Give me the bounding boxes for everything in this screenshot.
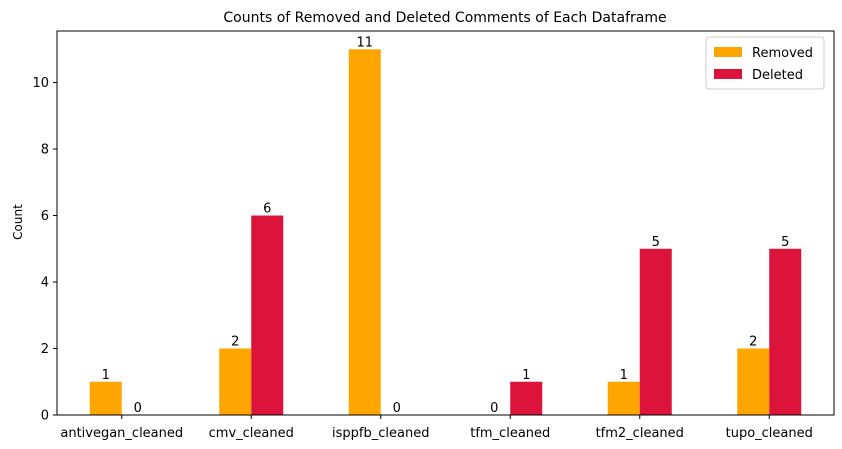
data-label-removed-cmv_cleaned: 2 (231, 335, 239, 350)
chart-title: Counts of Removed and Deleted Comments o… (223, 10, 666, 26)
data-label-removed-tupo_cleaned: 2 (749, 335, 757, 350)
bar-removed-tupo_cleaned (737, 348, 770, 415)
data-label-deleted-tupo_cleaned: 5 (781, 235, 789, 250)
y-tick-label: 6 (41, 209, 49, 224)
bar-deleted-cmv_cleaned (251, 215, 284, 415)
data-label-deleted-tfm_cleaned: 1 (522, 368, 530, 383)
bars-layer (89, 49, 802, 416)
y-tick-label: 2 (41, 342, 49, 357)
bar-removed-cmv_cleaned (219, 348, 252, 415)
legend-swatch-deleted (714, 69, 742, 79)
data-label-removed-isppfb_cleaned: 11 (356, 35, 373, 50)
data-label-deleted-cmv_cleaned: 6 (263, 202, 271, 217)
bar-removed-isppfb_cleaned (348, 49, 381, 416)
y-tick-label: 8 (41, 143, 49, 158)
data-label-deleted-isppfb_cleaned: 0 (393, 401, 401, 416)
legend: Removed Deleted (705, 36, 825, 90)
x-tick-label: cmv_cleaned (209, 426, 294, 441)
legend-label-deleted: Deleted (752, 68, 803, 83)
x-tick-label: isppfb_cleaned (332, 426, 429, 441)
legend-swatch-removed (714, 47, 742, 57)
data-label-removed-tfm2_cleaned: 1 (620, 368, 628, 383)
x-tick-label: tfm2_cleaned (596, 426, 684, 441)
plot-frame (56, 30, 835, 416)
data-label-deleted-tfm2_cleaned: 5 (652, 235, 660, 250)
bar-removed-tfm2_cleaned (607, 381, 640, 415)
y-axis-label: Count (11, 204, 25, 240)
data-label-deleted-antivegan_cleaned: 0 (134, 401, 142, 416)
axes-layer: antivegan_cleaned cmv_cleaned isppfb_clean… (32, 30, 835, 441)
bar-deleted-tfm2_cleaned (639, 248, 672, 415)
legend-label-removed: Removed (752, 46, 813, 61)
bar-removed-antivegan_cleaned (89, 381, 122, 415)
data-label-removed-tfm_cleaned: 0 (490, 401, 498, 416)
x-tick-label: tfm_cleaned (470, 426, 550, 441)
x-tick-label: antivegan_cleaned (60, 426, 183, 441)
y-tick-label: 10 (32, 76, 49, 91)
x-tick-label: tupo_cleaned (726, 426, 813, 441)
data-label-removed-antivegan_cleaned: 1 (102, 368, 110, 383)
bar-deleted-tupo_cleaned (769, 248, 802, 415)
bar-deleted-tfm_cleaned (510, 381, 543, 415)
y-tick-label: 4 (41, 276, 49, 291)
y-tick-label: 0 (41, 409, 49, 424)
